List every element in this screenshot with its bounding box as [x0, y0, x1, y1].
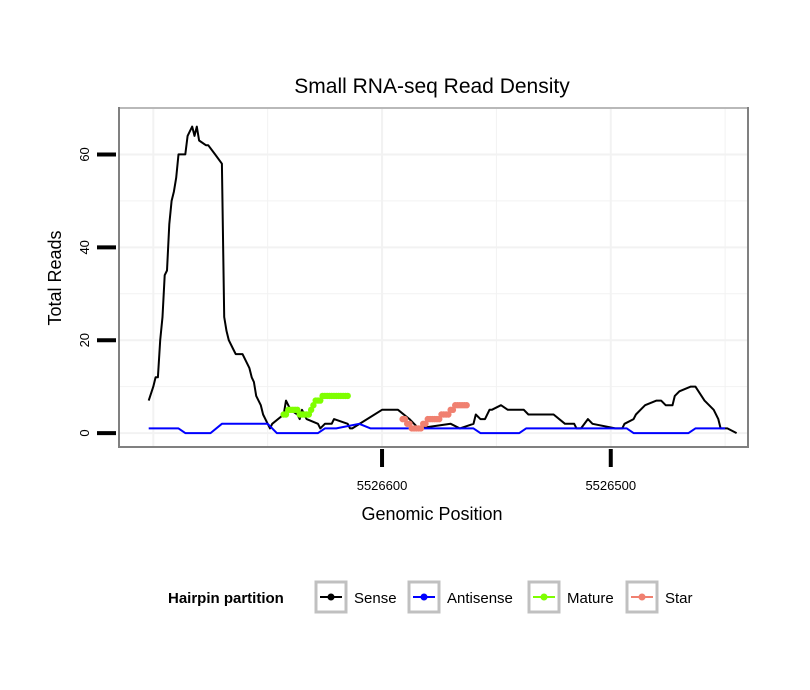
legend-label-sense: Sense	[354, 590, 397, 607]
x-axis-label: Genomic Position	[361, 504, 502, 524]
legend-title: Hairpin partition	[168, 590, 284, 607]
data-point-mature	[344, 392, 351, 400]
y-tick-label: 20	[77, 333, 92, 347]
legend-label-mature: Mature	[567, 590, 614, 607]
y-axis: 0 20 40 60	[77, 147, 116, 437]
y-tick-label: 60	[77, 147, 92, 161]
legend-label-antisense: Antisense	[447, 590, 513, 607]
series-line-sense	[147, 125, 738, 434]
y-tick-label: 0	[77, 429, 92, 436]
legend-point-antisense	[420, 593, 428, 601]
plot-background	[118, 107, 749, 448]
legend-point-sense	[327, 593, 335, 601]
y-axis-label: Total Reads	[45, 230, 65, 325]
legend: Hairpin partition Sense Antisense Mature St…	[168, 580, 693, 614]
plot-panel	[118, 107, 749, 448]
legend-entries: Sense Antisense Mature Star	[314, 580, 693, 614]
y-tick-label: 40	[77, 240, 92, 254]
legend-point-star	[638, 593, 646, 601]
x-axis: 5526600 5526500	[357, 449, 636, 493]
legend-point-mature	[540, 593, 548, 601]
x-tick-label: 5526500	[585, 478, 636, 493]
grid	[120, 107, 747, 446]
legend-label-star: Star	[665, 590, 693, 607]
series-line-antisense	[148, 422, 726, 435]
chart-title: Small RNA-seq Read Density	[294, 75, 570, 98]
x-tick-label: 5526600	[357, 478, 408, 493]
data-point-star	[463, 402, 470, 409]
series-layer	[147, 125, 738, 435]
